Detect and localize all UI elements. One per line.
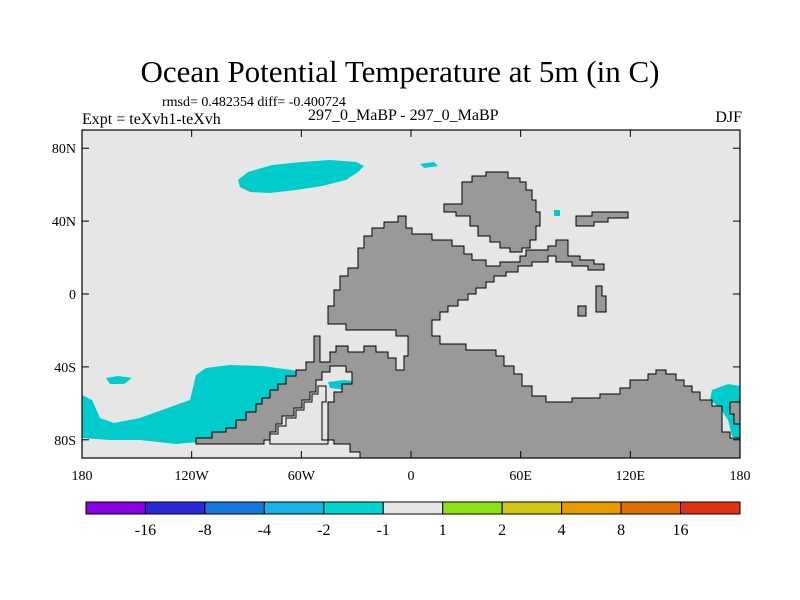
anomaly-patch-east-edge: [710, 384, 740, 440]
colorbar-label: 2: [498, 522, 506, 539]
colorbar-swatch: [382, 501, 444, 515]
colorbar-swatch: [501, 501, 563, 515]
x-tick-label: 60E: [509, 469, 532, 484]
y-axis-ticks: 80N 40N 0 40S 80S: [52, 142, 740, 449]
colorbar-swatch: [144, 501, 206, 515]
colorbar-swatch: [620, 501, 682, 515]
x-tick-label: 0: [408, 469, 415, 484]
x-axis-ticks: 180 120W 60W 0 60E 120E 180: [72, 130, 751, 484]
land-mass-east-island: [595, 285, 607, 313]
colorbar-label: -8: [198, 522, 211, 539]
anomaly-patch-arctic: [238, 160, 364, 193]
colorbar-label: 8: [617, 522, 625, 539]
land-mass-east-strip: [575, 211, 629, 227]
x-tick-label: 180: [72, 469, 93, 484]
land-masses: [195, 171, 741, 459]
anomaly-patches: [82, 160, 740, 444]
anomaly-patch-small-pacific: [106, 376, 132, 384]
colorbar-label: 1: [439, 522, 447, 539]
anomaly-patch-dot: [554, 210, 560, 216]
colorbar-swatch: [323, 501, 384, 515]
anomaly-patch-southern-pacific: [82, 365, 300, 444]
y-tick-label: 80S: [54, 434, 76, 449]
colorbar-label: 4: [558, 522, 566, 539]
colorbar-label: 16: [673, 522, 689, 539]
season-label: DJF: [715, 109, 742, 126]
x-tick-label: 120W: [175, 469, 210, 484]
colorbar-label: -1: [377, 522, 390, 539]
colorbar-swatch: [442, 501, 503, 515]
land-mass-north-island: [443, 171, 541, 253]
colorbar-label: -4: [258, 522, 271, 539]
y-tick-label: 40N: [52, 215, 76, 230]
land-mass-small-islet: [577, 305, 587, 317]
y-tick-label: 0: [69, 288, 76, 303]
colorbar-label: -2: [317, 522, 330, 539]
experiment-label: Expt = teXvh1-teXvh: [82, 111, 221, 128]
anomaly-patch-arctic-small: [420, 162, 438, 168]
x-tick-label: 60W: [288, 469, 316, 484]
y-tick-label: 40S: [54, 361, 76, 376]
colorbar-label: -16: [135, 522, 156, 539]
colorbar-swatch: [204, 501, 265, 515]
ocean-inlets: [269, 385, 329, 445]
ocean-inlet-south: [269, 385, 329, 445]
plot-subtitle: 297_0_MaBP - 297_0_MaBP: [308, 107, 499, 124]
stats-text: rmsd= 0.482354 diff= -0.400724: [162, 95, 346, 110]
colorbar-swatch: [85, 501, 146, 515]
colorbar: -16 -8 -4 -2 -1 1 2 4 8 16: [85, 501, 741, 539]
y-tick-label: 80N: [52, 142, 76, 157]
x-tick-label: 180: [730, 469, 751, 484]
land-mass-pangea: [195, 215, 741, 459]
colorbar-swatch: [561, 501, 622, 515]
colorbar-swatch: [263, 501, 325, 515]
x-tick-label: 120E: [616, 469, 646, 484]
colorbar-swatch: [680, 501, 741, 515]
plot-title: Ocean Potential Temperature at 5m (in C): [140, 54, 660, 89]
